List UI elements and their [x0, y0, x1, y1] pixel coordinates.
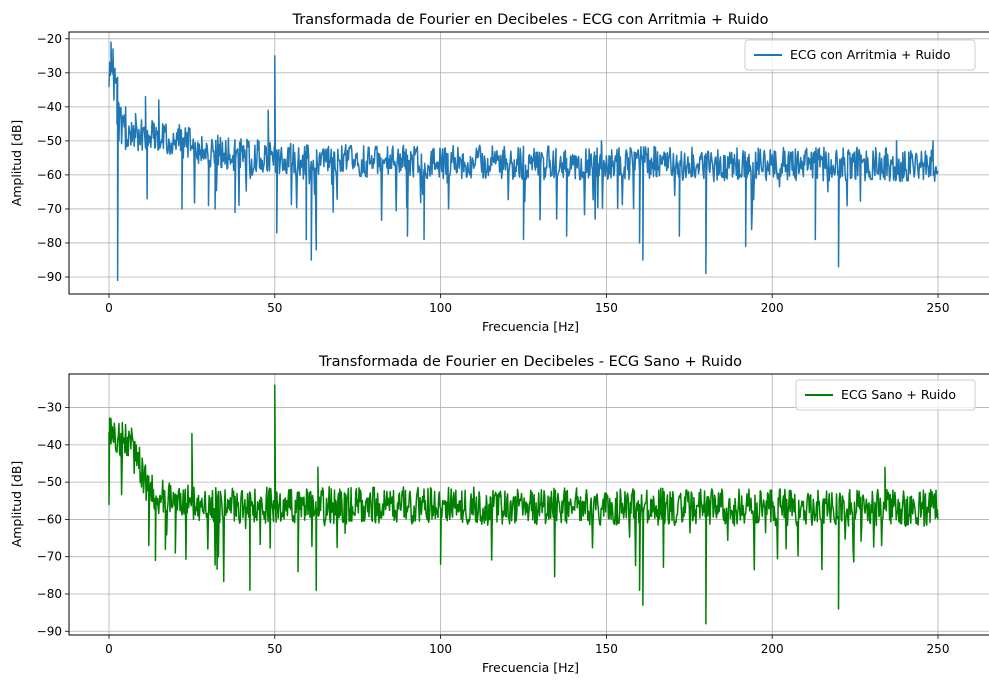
plot-frame [68, 373, 989, 636]
legend-box [795, 379, 976, 411]
x-axis-label: Frecuencia [Hz] [482, 660, 579, 675]
x-tick-label: 200 [761, 642, 784, 656]
y-tick-label: −30 [37, 401, 62, 415]
legend: ECG con Arritmia + Ruido [744, 39, 976, 71]
y-axis-label: Amplitud [dB] [9, 120, 24, 207]
legend-label: ECG con Arritmia + Ruido [790, 47, 951, 62]
ticks: 0 50 100 150 200 250 −90 −80 −70 −60 −50 −40 −30 −20 [37, 32, 950, 315]
x-tick-label: 50 [267, 301, 282, 315]
legend-box [744, 39, 976, 71]
plot-clip [108, 41, 939, 282]
y-tick-label: −40 [37, 438, 62, 452]
y-tick-label: −40 [37, 100, 62, 114]
x-tick-label: 200 [761, 301, 784, 315]
x-tick-label: 50 [267, 642, 282, 656]
y-tick-label: −20 [37, 32, 62, 46]
y-tick-label: −50 [37, 475, 62, 489]
x-tick-label: 100 [429, 301, 452, 315]
plot-clip [108, 384, 939, 625]
y-tick-label: −50 [37, 134, 62, 148]
y-tick-label: −90 [37, 270, 62, 284]
x-tick-label: 250 [927, 301, 950, 315]
y-axis-label: Amplitud [dB] [9, 461, 24, 548]
y-tick-label: −80 [37, 587, 62, 601]
ticks: 0 50 100 150 200 250 −90 −80 −70 −60 −50 −40 −30 [37, 401, 950, 656]
x-tick-label: 150 [595, 642, 618, 656]
y-tick-label: −60 [37, 512, 62, 526]
x-tick-label: 0 [105, 301, 113, 315]
x-tick-label: 250 [927, 642, 950, 656]
y-tick-label: −60 [37, 168, 62, 182]
legend-label: ECG Sano + Ruido [841, 387, 956, 402]
plot-frame [68, 31, 989, 295]
x-tick-label: 0 [105, 642, 113, 656]
series-line-ecg-arrhythmia [108, 41, 939, 282]
x-tick-label: 150 [595, 301, 618, 315]
chart-healthy: Transformada de Fourier en Decibeles - E… [9, 354, 989, 675]
series-line-ecg-healthy [108, 384, 939, 625]
y-tick-label: −90 [37, 624, 62, 638]
y-tick-label: −80 [37, 236, 62, 250]
y-tick-label: −70 [37, 202, 62, 216]
legend: ECG Sano + Ruido [795, 379, 976, 411]
chart-arrhythmia: Transformada de Fourier en Decibeles - E… [9, 12, 989, 334]
x-axis-label: Frecuencia [Hz] [482, 319, 579, 334]
chart-title: Transformada de Fourier en Decibeles - E… [292, 12, 769, 28]
chart-title: Transformada de Fourier en Decibeles - E… [318, 354, 742, 370]
x-tick-label: 100 [429, 642, 452, 656]
y-tick-label: −70 [37, 550, 62, 564]
y-tick-label: −30 [37, 66, 62, 80]
